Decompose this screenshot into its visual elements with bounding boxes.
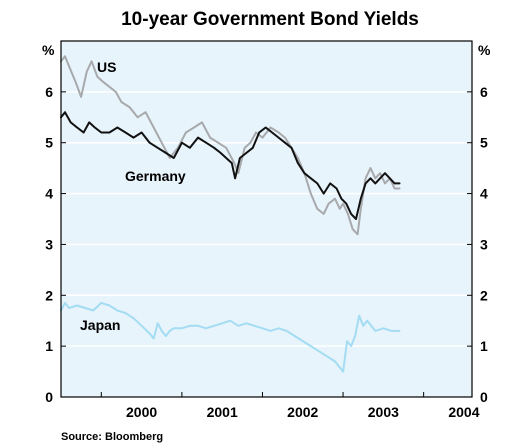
x-ticks: 2000 2001 2002 2003 2004: [100, 392, 480, 420]
series-label-germany: Germany: [125, 168, 186, 184]
y-tick-label-left: 3: [45, 236, 53, 252]
series-line-japan: [60, 301, 401, 373]
x-tick-label: 2001: [207, 404, 238, 420]
y-ticks: 0 0 1 1 2 2 3 3 4 4 5 5 6 6: [45, 84, 488, 405]
y-tick-label-left: 2: [45, 287, 53, 303]
y-tick-label-left: 4: [45, 186, 53, 202]
y-tick-label-right: 2: [480, 287, 488, 303]
plot-frame: [60, 40, 473, 398]
y-tick-label-right: 1: [480, 338, 488, 354]
y-tick-label-right: 3: [480, 236, 488, 252]
plot-area: [61, 41, 472, 397]
right-unit-label: %: [478, 42, 491, 58]
y-tick-label-left: 6: [45, 84, 53, 100]
y-tick-label-left: 5: [45, 135, 53, 151]
y-tick-label-left: 0: [45, 389, 53, 405]
y-tick-label-right: 0: [480, 389, 488, 405]
y-tick-label-right: 4: [480, 186, 488, 202]
x-tick-label: 2002: [287, 404, 318, 420]
x-tick-label: 2000: [126, 404, 157, 420]
series-lines: [60, 55, 401, 373]
grid: [61, 91, 472, 347]
series-label-japan: Japan: [80, 317, 120, 333]
y-tick-label-right: 5: [480, 135, 488, 151]
y-tick-label-right: 6: [480, 84, 488, 100]
source-note: Source: Bloomberg: [61, 431, 163, 443]
series-line-us: [60, 55, 401, 236]
x-tick-label: 2004: [448, 404, 479, 420]
series-label-us: US: [97, 59, 116, 75]
left-unit-label: %: [42, 42, 55, 58]
y-tick-label-left: 1: [45, 338, 53, 354]
chart-title: 10-year Government Bond Yields: [121, 9, 419, 30]
x-tick-label: 2003: [368, 404, 399, 420]
series-line-germany: [60, 111, 401, 220]
